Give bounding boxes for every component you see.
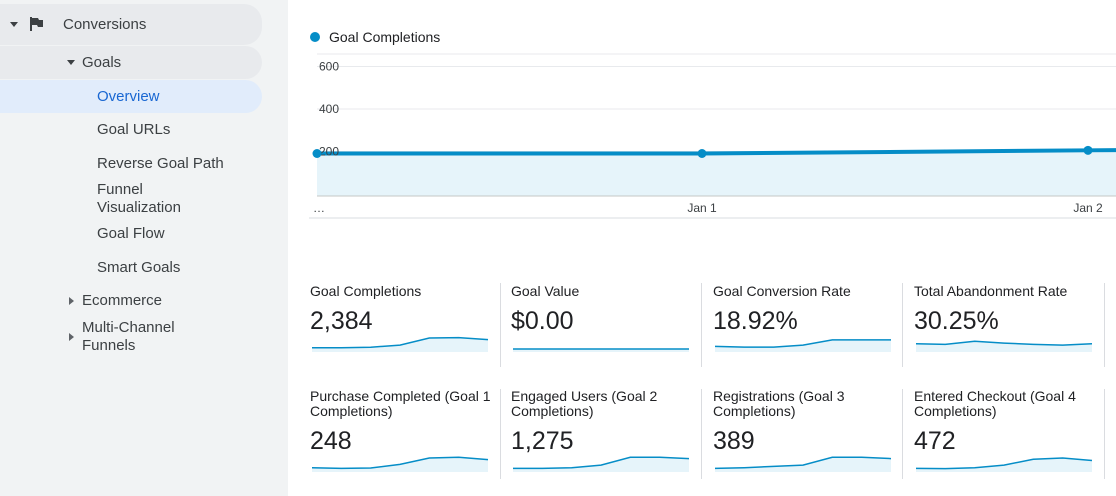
metric-value: $0.00 [511, 307, 574, 335]
metric-card[interactable]: Registrations (Goal 3 Completions) 389 [713, 389, 903, 479]
metric-value: 248 [310, 427, 352, 455]
sparkline-area [312, 337, 488, 352]
nav-multi-channel-funnels[interactable]: Multi-Channel Funnels [0, 318, 262, 356]
metric-sparkline [714, 339, 891, 352]
metric-value: 18.92% [713, 307, 798, 335]
nav-item-overview[interactable]: Overview [0, 80, 262, 113]
goal-completions-chart[interactable]: 200 400 600 … Jan 1 Jan 2 [288, 0, 1116, 230]
card-divider [902, 283, 903, 367]
metric-card[interactable]: Engaged Users (Goal 2 Completions) 1,275 [511, 389, 701, 479]
metric-card[interactable]: Total Abandonment Rate 30.25% [914, 284, 1104, 374]
data-point [697, 149, 707, 158]
card-divider [500, 283, 501, 367]
flag-icon [30, 17, 43, 31]
card-divider [500, 389, 501, 479]
series-line [317, 148, 1116, 156]
metric-sparkline [915, 457, 1093, 472]
metric-title: Goal Value [511, 283, 580, 299]
metric-value: 30.25% [914, 307, 999, 335]
nav-conversions-label: Conversions [63, 16, 147, 33]
nav-item-smart-goals[interactable]: Smart Goals [0, 252, 262, 284]
metric-card[interactable]: Goal Value $0.00 [511, 284, 701, 374]
y-tick-label: 200 [319, 145, 339, 159]
y-tick-label: 600 [319, 60, 339, 74]
nav-item-goal-flow[interactable]: Goal Flow [0, 218, 262, 250]
nav-item-label: Overview [97, 88, 160, 105]
sparkline-line [714, 456, 892, 470]
collapse-caret-icon[interactable] [10, 22, 18, 27]
sparkline-line [915, 457, 1093, 470]
metric-title: Goal Conversion Rate [713, 283, 851, 299]
legend-dot-icon [310, 32, 320, 42]
sidebar-nav: Conversions Goals Overview Goal URLs Rev… [0, 0, 288, 496]
nav-ecommerce[interactable]: Ecommerce [0, 286, 262, 316]
expand-caret-icon[interactable] [69, 333, 74, 341]
metric-card[interactable]: Entered Checkout (Goal 4 Completions) 472 [914, 389, 1104, 479]
metric-sparkline [311, 456, 489, 472]
card-divider [1104, 283, 1105, 367]
metric-sparkline [513, 456, 690, 472]
x-tick-label: … [313, 201, 325, 215]
metric-title: Registrations (Goal 3 Completions) [713, 388, 845, 419]
sparkline-area [916, 341, 1092, 352]
sparkline-line [915, 340, 1093, 346]
nav-item-label: Goal Flow [97, 225, 165, 242]
nav-goals-label: Goals [82, 54, 122, 71]
sparkline-area [715, 457, 891, 472]
collapse-caret-icon[interactable] [67, 60, 75, 65]
metric-sparkline [312, 336, 489, 352]
card-divider [701, 389, 702, 479]
sparkline-area [715, 339, 891, 352]
nav-conversions[interactable]: Conversions [0, 4, 262, 45]
metric-card[interactable]: Purchase Completed (Goal 1 Completions) 2… [310, 389, 500, 479]
card-divider [1104, 389, 1105, 479]
metric-sparkline [513, 348, 689, 352]
data-point [312, 149, 322, 158]
card-divider [902, 389, 903, 479]
y-tick-label: 400 [319, 102, 339, 116]
nav-item-goal-urls[interactable]: Goal URLs [0, 114, 262, 146]
metric-value: 389 [713, 427, 755, 455]
chart-legend: Goal Completions [310, 29, 440, 45]
x-tick-label: Jan 1 [687, 201, 717, 215]
nav-ecommerce-label: Ecommerce [82, 292, 163, 309]
metric-title: Goal Completions [310, 283, 422, 299]
x-tick-label: Jan 2 [1073, 201, 1103, 215]
nav-item-label: Funnel Visualization [97, 181, 181, 216]
nav-item-funnel-visualization[interactable]: Funnel Visualization [0, 180, 262, 218]
card-divider [701, 283, 702, 367]
series-area [317, 150, 1116, 196]
nav-item-label: Smart Goals [97, 259, 181, 276]
metric-value: 1,275 [511, 427, 574, 455]
expand-caret-icon[interactable] [69, 297, 74, 305]
legend-label[interactable]: Goal Completions [329, 29, 441, 45]
main-content: Goal Completions 200 400 600 … Jan 1 Jan 2 Go… [288, 0, 1116, 496]
metric-card[interactable]: Goal Conversion Rate 18.92% [713, 284, 903, 374]
metric-title: Purchase Completed (Goal 1 Completions) [310, 388, 491, 419]
metric-card[interactable]: Goal Completions 2,384 [310, 284, 500, 374]
nav-goals[interactable]: Goals [0, 46, 262, 79]
nav-multi-channel-label: Multi-Channel Funnels [82, 319, 175, 354]
metric-title: Engaged Users (Goal 2 Completions) [511, 388, 658, 419]
sparkline-line [513, 456, 690, 470]
metric-value: 472 [914, 427, 956, 455]
nav-item-reverse-goal-path[interactable]: Reverse Goal Path [0, 148, 262, 180]
metric-value: 2,384 [310, 307, 373, 335]
sparkline-line [714, 339, 891, 348]
sparkline-line [311, 456, 489, 470]
metric-sparkline [714, 456, 892, 472]
nav-item-label: Reverse Goal Path [97, 155, 224, 172]
metric-title: Entered Checkout (Goal 4 Completions) [914, 388, 1076, 419]
metric-title: Total Abandonment Rate [914, 283, 1068, 299]
sparkline-line [312, 336, 489, 349]
nav-item-label: Goal URLs [97, 121, 171, 138]
data-point [1083, 145, 1093, 155]
metric-sparkline [915, 340, 1093, 352]
